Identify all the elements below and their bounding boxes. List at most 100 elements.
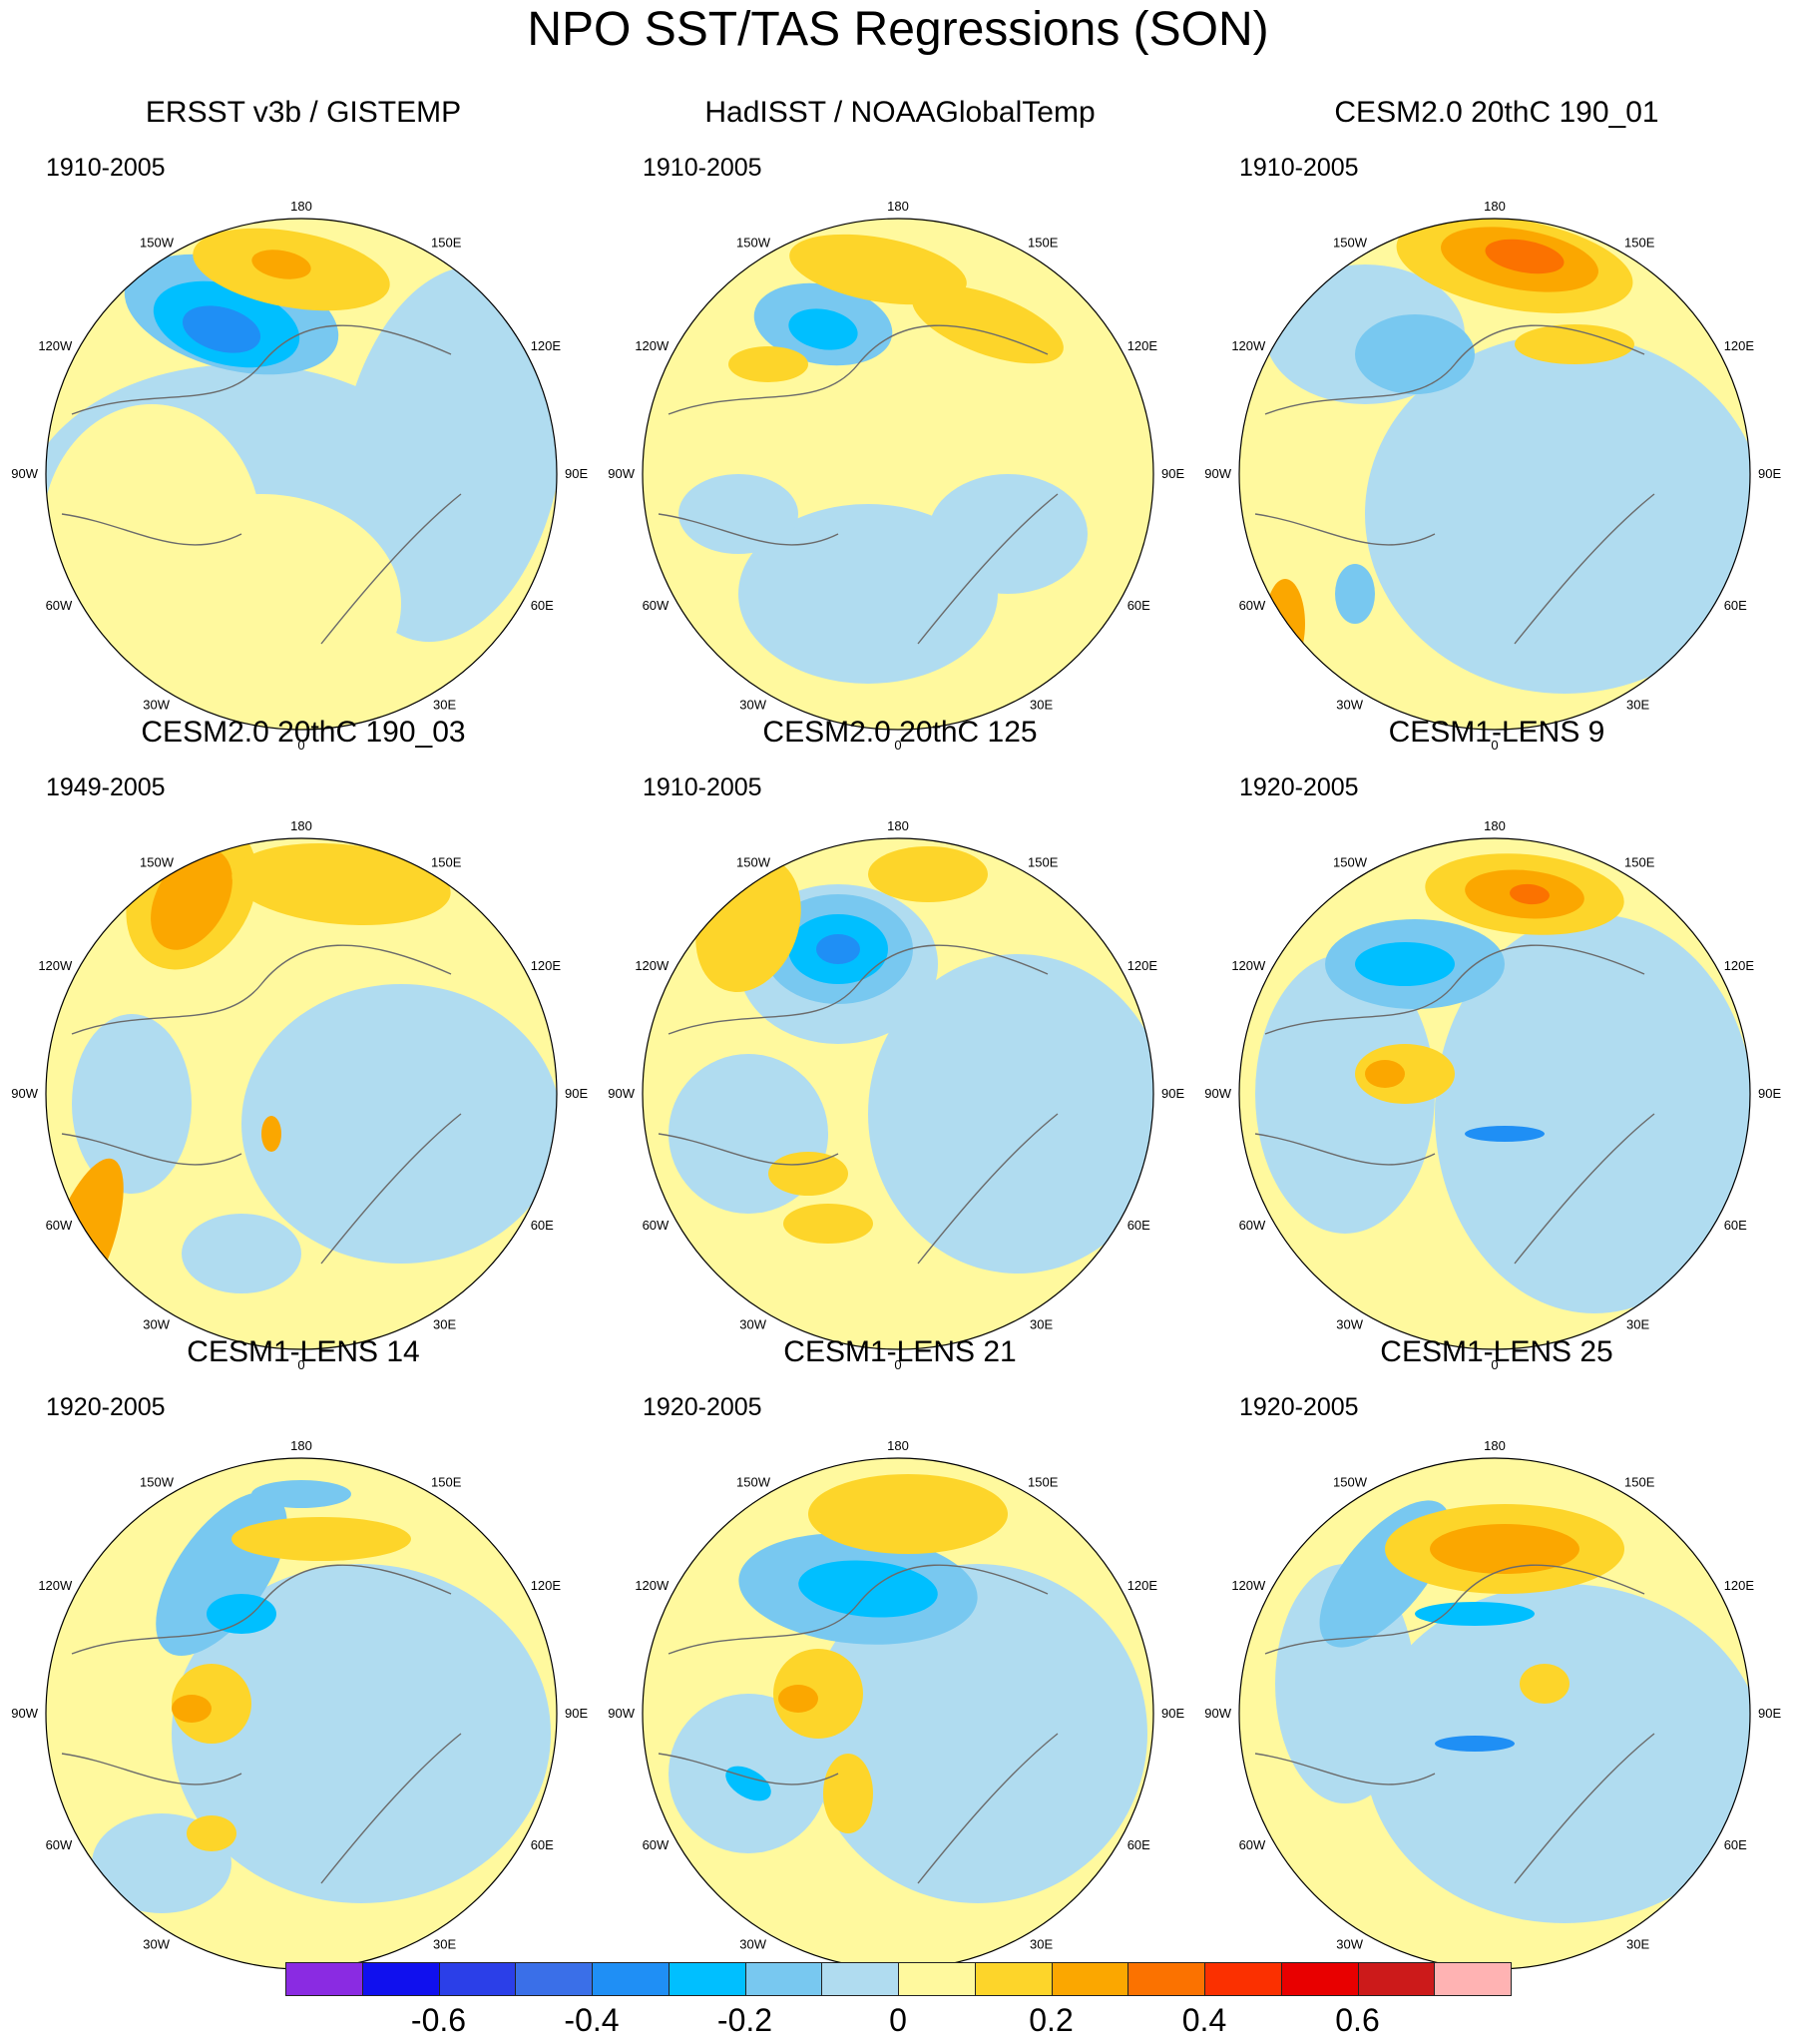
map-border xyxy=(45,218,558,731)
map-panel: ERSST v3b / GISTEMP 1910-2005 180 0 150W 120W… xyxy=(0,95,599,753)
longitude-label: 120E xyxy=(1127,958,1158,973)
longitude-label: 0 xyxy=(894,1357,901,1372)
panel-title: HadISST / NOAAGlobalTemp xyxy=(704,96,1096,129)
colorbar-swatch xyxy=(744,1962,823,1996)
longitude-label: 60E xyxy=(1127,1837,1150,1852)
longitude-label: 0 xyxy=(1491,738,1498,753)
anomaly-region xyxy=(207,1594,276,1634)
polar-map: 180 0 150W 120W 90W 60W 30W 150E 120E 90E 60E 30E xyxy=(1204,199,1781,753)
longitude-label: 150E xyxy=(431,235,462,250)
colorbar-swatch xyxy=(898,1962,976,1996)
anomaly-region xyxy=(1365,334,1750,694)
map-border xyxy=(642,837,1154,1350)
colorbar-swatch xyxy=(1357,1962,1436,1996)
anomaly-region xyxy=(778,1685,818,1713)
longitude-label: 60W xyxy=(46,1837,73,1852)
longitude-label: 150E xyxy=(431,1474,462,1489)
period-label: 1949-2005 xyxy=(46,773,166,801)
colorbar-label: 0.4 xyxy=(1181,2002,1227,2038)
longitude-label: 150W xyxy=(1333,235,1368,250)
anomaly-region xyxy=(868,846,988,902)
map-border xyxy=(45,837,558,1350)
coastline xyxy=(658,944,1059,1265)
longitude-label: 30W xyxy=(143,1317,170,1332)
longitude-label: 150E xyxy=(1028,235,1059,250)
longitude-label: 60E xyxy=(531,1218,554,1233)
longitude-label: 30E xyxy=(433,698,456,713)
longitude-label: 120W xyxy=(635,338,670,353)
map-panel: CESM2.0 20thC 125 1910-2005 180 0 150W 120W 90… xyxy=(597,715,1195,1372)
anomaly-region xyxy=(798,1560,938,1618)
longitude-label: 90W xyxy=(608,1706,635,1721)
anomaly-region xyxy=(912,284,1064,364)
anomaly-region xyxy=(816,934,860,964)
longitude-label: 150W xyxy=(1333,854,1368,869)
polar-map: 180 0 150W 120W 90W 60W 30W 150E 120E 90E 60E 30E xyxy=(11,199,588,753)
anomaly-region xyxy=(1465,1126,1545,1142)
longitude-label: 60W xyxy=(46,1218,73,1233)
longitude-label: 90E xyxy=(1161,1086,1184,1101)
longitude-label: 150W xyxy=(736,235,771,250)
anomaly-region xyxy=(773,1649,863,1739)
anomaly-region xyxy=(251,1480,351,1508)
colorbar-label: 0.6 xyxy=(1335,2002,1380,2038)
colorbar-swatch xyxy=(1280,1962,1359,1996)
anomaly-region xyxy=(868,954,1153,1274)
longitude-label: 180 xyxy=(887,1438,909,1453)
longitude-label: 30W xyxy=(143,698,170,713)
coastline xyxy=(1254,944,1655,1265)
longitude-label: 120E xyxy=(531,338,562,353)
longitude-label: 150W xyxy=(140,1474,175,1489)
longitude-label: 30W xyxy=(1336,698,1363,713)
longitude-label: 30W xyxy=(739,1317,766,1332)
longitude-label: 90W xyxy=(11,1706,38,1721)
longitude-label: 150E xyxy=(1028,1474,1059,1489)
longitude-label: 60W xyxy=(1239,1837,1266,1852)
polar-map: 180 0 150W 120W 90W 60W 30W 150E 120E 90E 60E 30E xyxy=(608,818,1184,1372)
period-label: 1910-2005 xyxy=(1239,154,1359,182)
longitude-label: 60E xyxy=(1724,598,1747,613)
anomaly-region xyxy=(182,1214,301,1293)
longitude-label: 90W xyxy=(608,1086,635,1101)
longitude-label: 60E xyxy=(531,1837,554,1852)
colorbar-label: 0 xyxy=(889,2002,907,2038)
longitude-label: 120E xyxy=(1127,338,1158,353)
panel-title: CESM1-LENS 21 xyxy=(783,1335,1017,1368)
anomaly-region xyxy=(1355,314,1475,394)
longitude-label: 180 xyxy=(1484,1438,1506,1453)
longitude-label: 120W xyxy=(635,958,670,973)
anomaly-region xyxy=(182,305,261,353)
longitude-label: 30E xyxy=(433,1317,456,1332)
map-panel: CESM1-LENS 9 1920-2005 180 0 150W 120W 90W 60W 3… xyxy=(1193,715,1792,1372)
colorbar-swatch xyxy=(1204,1962,1282,1996)
anomaly-region xyxy=(768,1152,848,1196)
anomaly-region xyxy=(231,843,451,925)
colorbar-swatch xyxy=(668,1962,746,1996)
longitude-label: 90E xyxy=(1161,466,1184,481)
longitude-label: 30E xyxy=(1030,698,1053,713)
coastline xyxy=(1254,1564,1655,1884)
map-panel: CESM1-LENS 14 1920-2005 180 0 150W 120W 90W 60W… xyxy=(0,1334,599,1992)
panel-title: CESM2.0 20thC 190_01 xyxy=(1334,96,1659,129)
longitude-label: 120W xyxy=(1231,1578,1266,1593)
map-border xyxy=(1238,837,1751,1350)
longitude-label: 90E xyxy=(1758,1086,1781,1101)
anomaly-region xyxy=(808,1564,1147,1903)
longitude-label: 120W xyxy=(38,338,73,353)
colorbar-swatch xyxy=(1434,1962,1512,1996)
anomaly-region xyxy=(1485,239,1565,274)
panel-title: CESM1-LENS 9 xyxy=(1388,716,1605,749)
map-border xyxy=(1238,218,1751,731)
colorbar-swatch xyxy=(515,1962,593,1996)
colorbar-swatch xyxy=(361,1962,440,1996)
colorbar-label: 0.2 xyxy=(1029,2002,1074,2038)
anomaly-region xyxy=(1435,1736,1515,1752)
longitude-label: 60W xyxy=(46,598,73,613)
longitude-label: 0 xyxy=(297,1357,304,1372)
coastline xyxy=(61,324,462,645)
longitude-label: 60W xyxy=(1239,1218,1266,1233)
anomaly-region xyxy=(823,1754,873,1833)
anomaly-region xyxy=(1510,883,1550,905)
map-panel: CESM2.0 20thC 190_01 1910-2005 180 0 150W 120… xyxy=(1193,95,1792,753)
colorbar-swatch xyxy=(1051,1962,1129,1996)
